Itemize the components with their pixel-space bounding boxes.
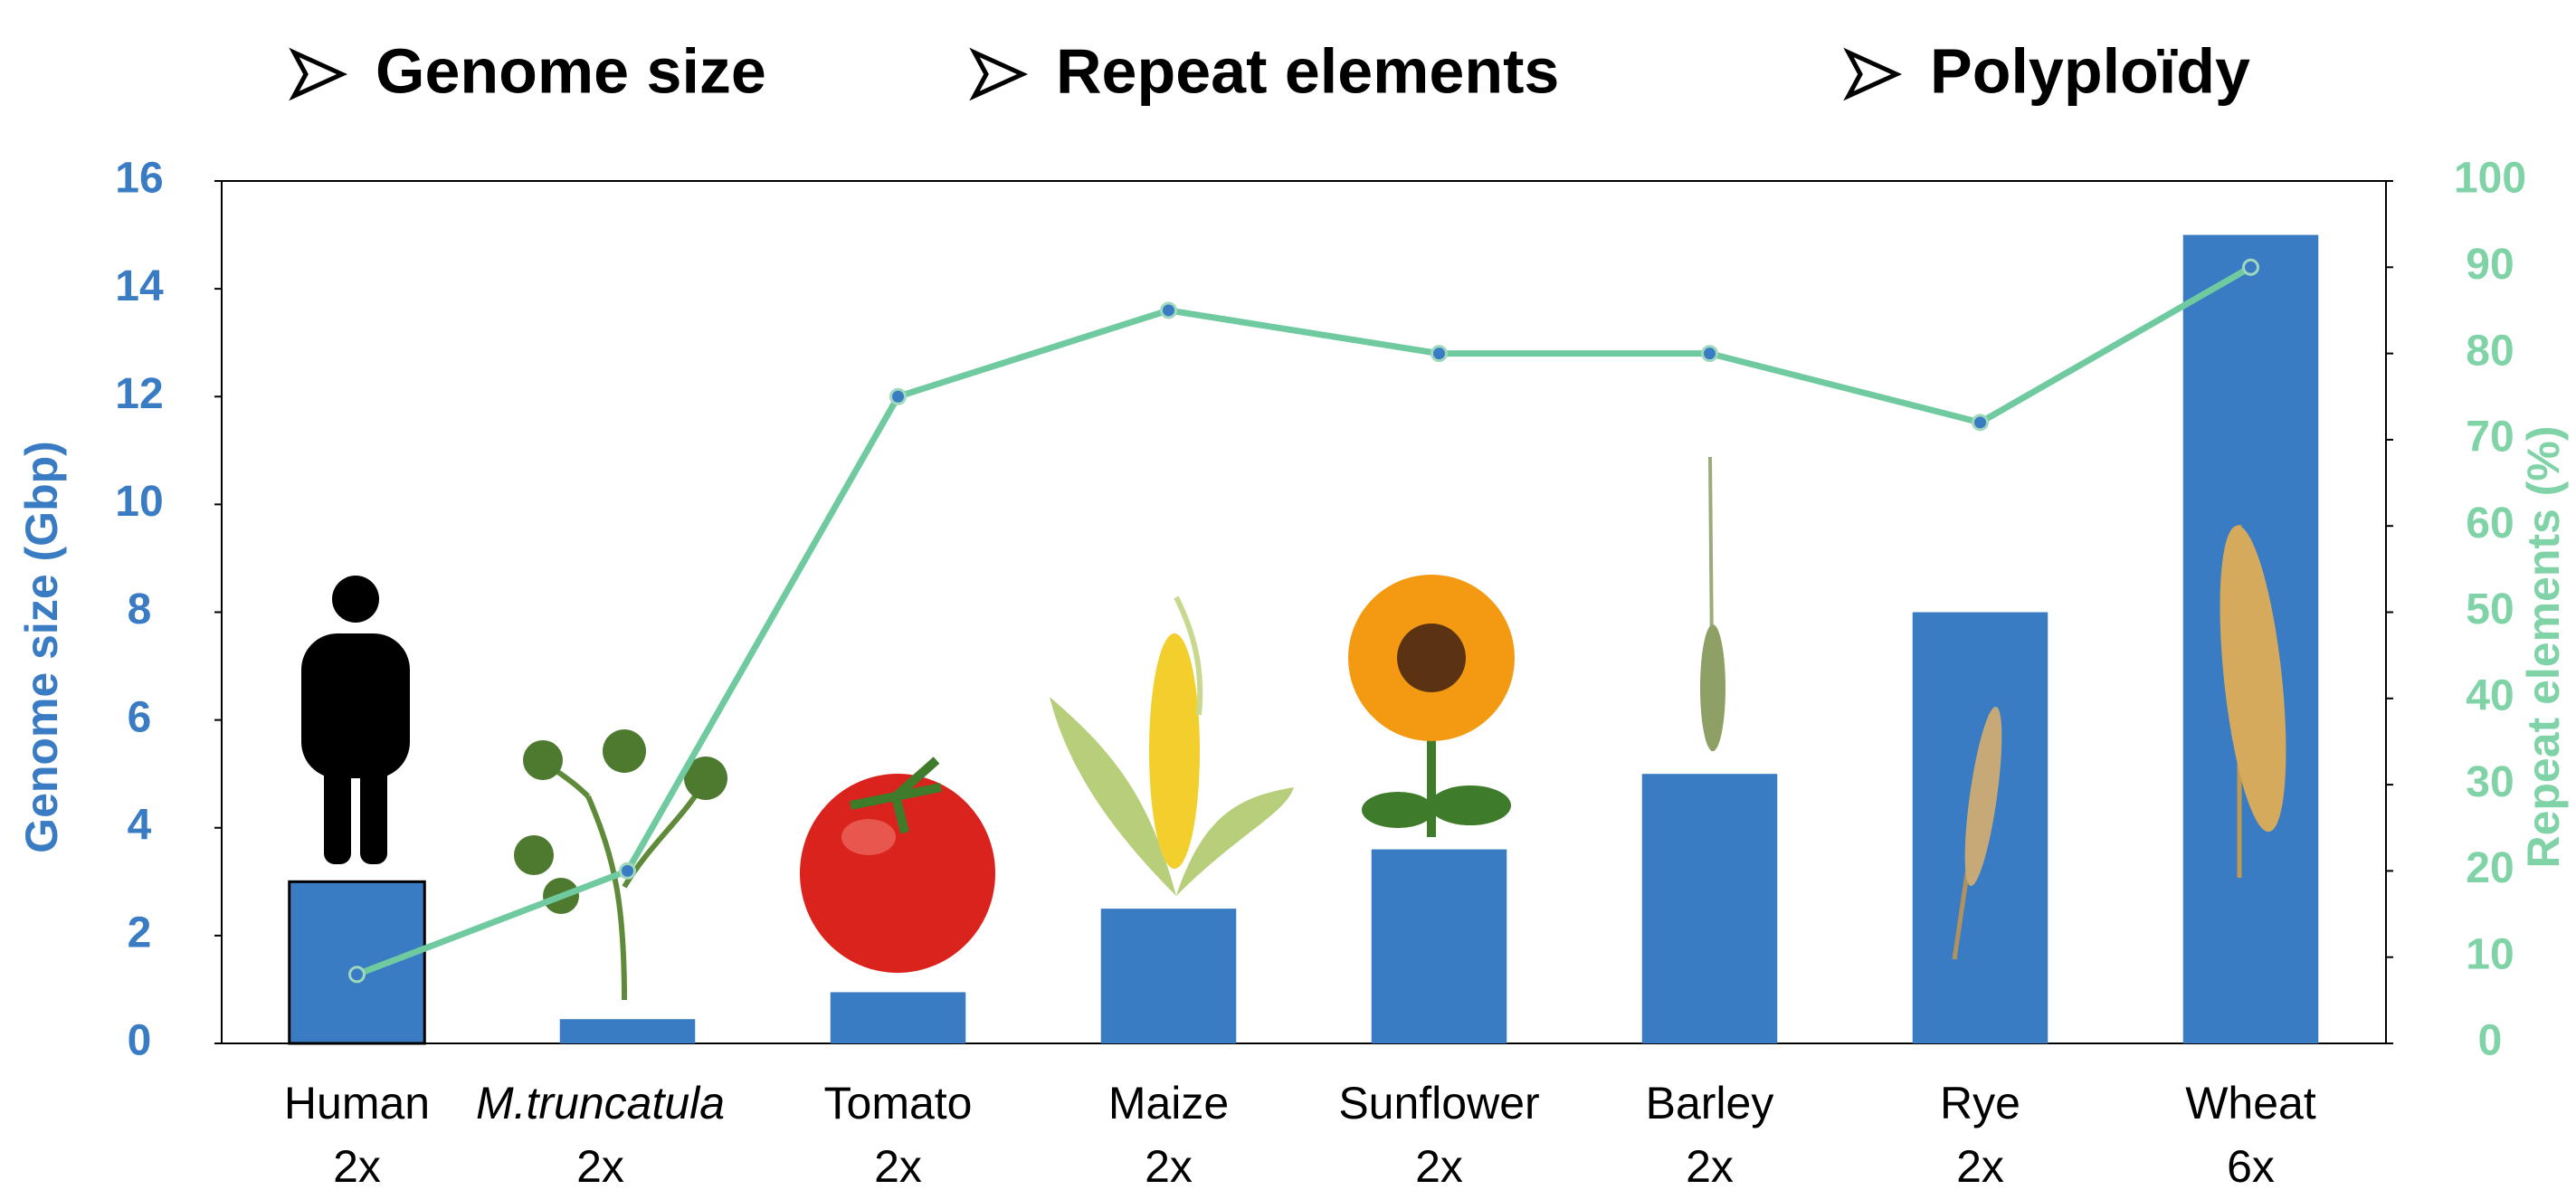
ploidy-label: 2x — [1145, 1141, 1193, 1190]
x-tick-label: Tomato — [824, 1078, 973, 1128]
plot-frame — [222, 181, 2386, 1043]
bar — [1642, 774, 1778, 1043]
bar — [1101, 909, 1237, 1043]
ploidy-label: 2x — [1686, 1141, 1734, 1190]
y-tick-label: 8 — [128, 585, 152, 633]
header: Genome size — [375, 35, 766, 106]
y2-tick-label: 50 — [2466, 585, 2514, 633]
ploidy-label: 2x — [874, 1141, 922, 1190]
y2-tick-label: 70 — [2466, 414, 2514, 462]
y2-tick-label: 90 — [2466, 241, 2514, 289]
y-tick-label: 10 — [115, 478, 163, 526]
x-tick-label: Rye — [1940, 1078, 2020, 1128]
line-marker — [891, 389, 906, 404]
y2-tick-label: 40 — [2466, 671, 2514, 719]
y2-tick-label: 10 — [2466, 930, 2514, 978]
y2-tick-label: 100 — [2454, 155, 2526, 203]
line-marker — [350, 967, 365, 982]
bar — [560, 1019, 696, 1043]
bar — [290, 881, 425, 1043]
ploidy-label: 2x — [333, 1141, 381, 1190]
line-marker — [1703, 347, 1717, 361]
ploidy-label: 6x — [2227, 1141, 2275, 1190]
x-tick-label: Barley — [1646, 1078, 1774, 1128]
chart: Genome size Repeat elements Polyploïdy G… — [0, 0, 2576, 1190]
line-marker — [2244, 260, 2258, 274]
y2-tick-label: 60 — [2466, 500, 2514, 547]
y-tick-label: 16 — [115, 155, 163, 203]
y-tick-label: 12 — [115, 370, 163, 418]
y2-axis-title: Repeat elements (%) — [2518, 425, 2569, 868]
y-tick-label: 2 — [128, 909, 152, 957]
y-tick-label: 4 — [128, 801, 152, 849]
y2-tick-label: 30 — [2466, 758, 2514, 806]
x-tick-label: Sunflower — [1338, 1078, 1539, 1128]
y2-tick-label: 0 — [2478, 1017, 2503, 1065]
y2-tick-label: 20 — [2466, 844, 2514, 892]
y-tick-label: 14 — [115, 262, 164, 310]
x-tick-label: M.truncatula — [476, 1078, 725, 1128]
x-tick-label: Wheat — [2185, 1078, 2316, 1128]
line-marker — [1432, 347, 1447, 361]
x-tick-label: Maize — [1108, 1078, 1229, 1128]
y-tick-label: 0 — [128, 1017, 152, 1065]
bar — [831, 992, 966, 1043]
sunflower-icon — [1348, 575, 1515, 837]
y2-tick-label: 80 — [2466, 327, 2514, 375]
ploidy-label: 2x — [1956, 1141, 2004, 1190]
bar — [1372, 850, 1507, 1043]
y-axis-title: Genome size (Gbp) — [16, 441, 67, 853]
header: Polyploïdy — [1930, 35, 2250, 106]
header: Repeat elements — [1056, 35, 1559, 106]
line-marker — [1162, 303, 1176, 318]
line-marker — [1973, 415, 1988, 430]
ploidy-label: 2x — [1415, 1141, 1463, 1190]
y-tick-label: 6 — [128, 693, 152, 741]
x-tick-label: Human — [284, 1078, 430, 1128]
page: {"chart_data": { "type": "bar", "headers… — [0, 0, 2576, 1190]
ploidy-label: 2x — [576, 1141, 624, 1190]
line-marker — [621, 863, 635, 878]
